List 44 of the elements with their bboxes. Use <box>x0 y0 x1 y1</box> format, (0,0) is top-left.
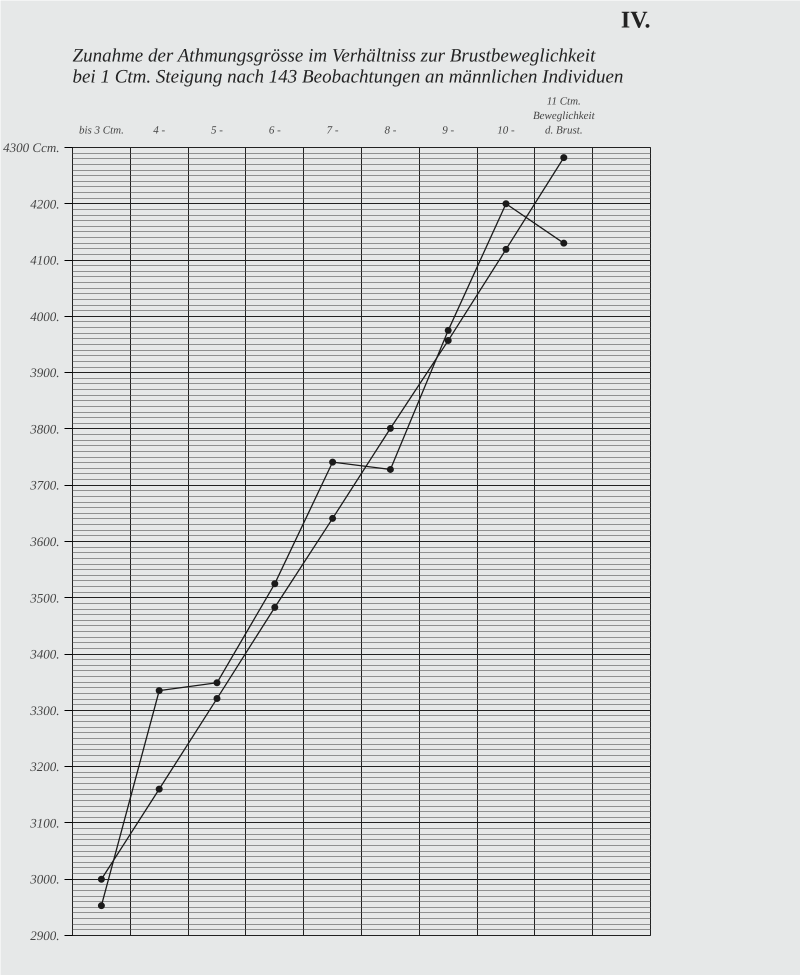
point <box>386 466 394 473</box>
y-tick-label: 3800. <box>29 421 60 436</box>
y-tick-label: 4100. <box>30 252 60 268</box>
y-tick-label: 3500. <box>29 590 60 606</box>
y-tick-label: 3600. <box>29 534 60 549</box>
x-tick-label: 6 - <box>268 124 282 136</box>
y-tick-label: 4200. <box>30 196 60 212</box>
point <box>444 337 452 344</box>
x-tick-label: 8 - <box>384 124 397 136</box>
y-tick-label: 2900. <box>30 928 60 943</box>
point <box>329 514 336 522</box>
point <box>329 458 336 466</box>
point <box>214 679 220 686</box>
point <box>156 687 163 694</box>
y-tick-label: 3300. <box>29 702 60 718</box>
y-tick-label: 3400. <box>29 646 60 662</box>
y-tick-label: 4000. <box>30 308 60 324</box>
y-tick-label: 4300 Ccm. <box>3 140 60 155</box>
text: IV. <box>620 8 650 34</box>
x-tick-label: bis 3 Ctm. <box>78 124 124 136</box>
point <box>98 902 105 910</box>
x-tick-label: 7 - <box>326 124 339 136</box>
point <box>156 786 163 793</box>
y-tick-label: 3700. <box>29 478 60 493</box>
point <box>98 876 105 883</box>
y-tick-label: 3000. <box>29 872 60 887</box>
y-tick-label: 3900. <box>29 365 60 380</box>
point <box>502 200 510 208</box>
point <box>214 695 220 702</box>
point <box>560 240 568 247</box>
x-tick-label: 9 - <box>442 124 454 136</box>
point <box>386 424 394 432</box>
point <box>444 326 452 334</box>
point <box>271 604 278 611</box>
x-tick-label: 11 Ctm. Beweglichkeit d. Brust. <box>532 96 596 136</box>
point <box>502 246 510 253</box>
y-tick-label: 3100. <box>29 815 60 830</box>
x-tick-label: 5 - <box>211 124 224 136</box>
x-tick-label: 4 - <box>153 124 166 136</box>
point <box>271 580 278 588</box>
y-tick-label: 3200. <box>29 759 60 774</box>
x-tick-label: 10 - <box>497 124 516 136</box>
point <box>560 154 568 162</box>
chart-title: Zunahme der Athmungsgrösse im Verhältniss zur Brustbeweglichkeit bei 1 Ctm. Steigung nach 143 Beobachtungen an männlichen Individuen <box>72 46 624 88</box>
